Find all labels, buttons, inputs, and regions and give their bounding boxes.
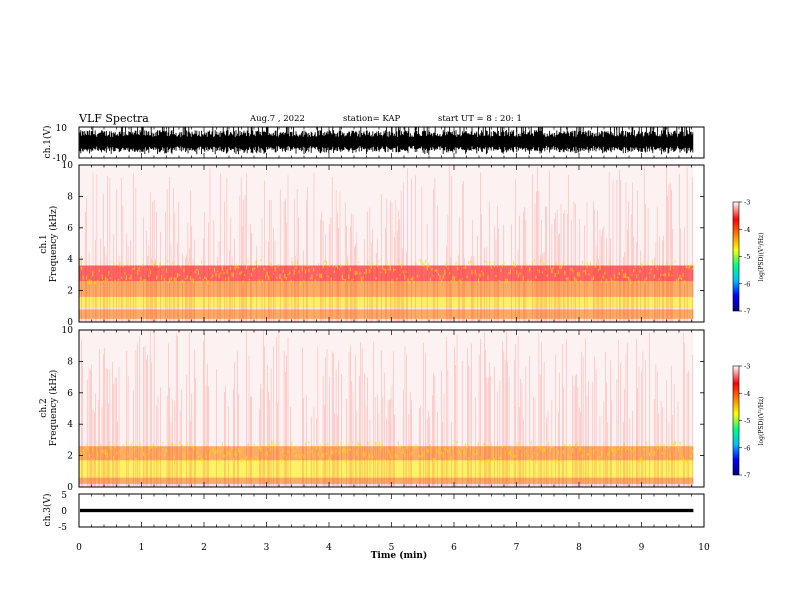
xtick-6: 6 <box>451 543 457 553</box>
ch1-waveform-ticks <box>78 127 705 158</box>
ch1-colorbar-tick--7: -7 <box>744 308 750 316</box>
xtick-10: 10 <box>698 543 710 553</box>
figure-title: VLF Spectra <box>79 112 149 125</box>
xtick-0: 0 <box>76 543 82 553</box>
ch3-waveform-band <box>80 508 694 513</box>
ticks4-marks <box>78 494 705 527</box>
ch2-freq-ytick-0: 0 <box>67 483 73 493</box>
ch1-spec-lowfreq-speckles <box>79 259 694 285</box>
ch1-colorbar <box>732 201 740 312</box>
ticks2-marks <box>78 165 705 322</box>
ch2-colorbar-tick--7: -7 <box>744 472 750 480</box>
ch2-colorbar-tick--3: -3 <box>744 363 750 371</box>
ch2-spec-band-3 <box>79 330 694 447</box>
ch1-freq-ytick-0: 0 <box>67 318 73 328</box>
ch2-spec-streaks <box>81 330 693 487</box>
ch3-waveform-ticks <box>78 494 705 527</box>
ch2-colorbar <box>732 365 740 476</box>
ch1-freq-ytick-8: 8 <box>67 192 73 202</box>
ch2-frequency-tick-labels: 0 2 4 6 8 10 <box>62 326 704 493</box>
ch1-freq-ytick-6: 6 <box>67 224 73 234</box>
ch1-spec-band-2 <box>79 281 694 297</box>
xtick-8: 8 <box>576 543 582 553</box>
xtick-7: 7 <box>514 543 520 553</box>
ch2-spec-band-1 <box>79 460 694 478</box>
ch1-colorbar-tick--5: -5 <box>744 253 750 261</box>
ch2-spectrogram-image <box>79 330 694 487</box>
time-axis-tick-labels: 0 1 2 3 4 5 6 7 8 9 10 <box>76 543 710 553</box>
ch1-freq-ytick-10: 10 <box>62 161 74 171</box>
ch1-colorbar-tick--6: -6 <box>744 280 750 288</box>
ch2-spec-ylabel-channel: ch.2 <box>39 398 49 417</box>
ch1-spec-band-0 <box>79 309 694 319</box>
ticks3-marks <box>78 330 705 487</box>
ch1-freq-ytick-4: 4 <box>67 255 73 265</box>
ch2-colorbar-ticks: -3 -4 -5 -6 -7 <box>739 363 750 480</box>
xtick-4: 4 <box>326 543 332 553</box>
ch1-spec-band-4 <box>79 165 694 266</box>
ch1-waveform-trace <box>79 127 694 155</box>
date-label: Aug.7 , 2022 <box>250 114 305 124</box>
ch2-freq-ytick-8: 8 <box>67 357 73 367</box>
ch3-ytick-bottom: -5 <box>58 523 67 533</box>
xtick-5: 5 <box>389 543 395 553</box>
ch1-freq-ytick-2: 2 <box>67 287 73 297</box>
ch2-spec-lowfreq-speckles <box>79 440 694 465</box>
ch2-spec-band-2 <box>79 446 694 461</box>
ch1-colorbar-tick--4: -4 <box>744 226 750 234</box>
ch1-spec-band-3 <box>79 265 694 282</box>
ch2-freq-ytick-6: 6 <box>67 389 73 399</box>
ch2-colorbar-tick--4: -4 <box>744 390 750 398</box>
ch1-colorbar-ticks: -3 -4 -5 -6 -7 <box>739 199 750 316</box>
ch3-ytick-zero: 0 <box>61 507 67 517</box>
ch3-ylabel: ch.3(V) <box>42 494 53 527</box>
ch3-ytick-top: 5 <box>61 491 67 501</box>
ch1-colorbar-label: log(PSD)(V²/Hz) <box>758 233 765 282</box>
start-time-label: start UT = 8 : 20: 1 <box>438 114 522 124</box>
ch1-ylabel: ch.1(V) <box>42 126 53 159</box>
ch1-waveform-panel: 10 -10 ch.1(V) <box>42 124 705 164</box>
time-axis-label: Time (min) <box>371 550 428 561</box>
ch3-waveform-panel: 5 0 -5 ch.3(V) <box>42 491 705 533</box>
ch1-ytick-bottom: -10 <box>53 154 68 164</box>
ch2-spectrogram-ticks <box>78 330 705 487</box>
ch2-freq-ytick-10: 10 <box>62 326 74 336</box>
station-label: station= KAP <box>343 114 401 124</box>
ch1-spec-band-1 <box>79 296 694 308</box>
xtick-1: 1 <box>139 543 145 553</box>
xtick-2: 2 <box>201 543 207 553</box>
ch2-colorbar-label: log(PSD)(V²/Hz) <box>758 397 765 446</box>
ch2-spec-ylabel-frequency: Frequency (kHz) <box>48 370 59 447</box>
ch1-ytick-top: 10 <box>56 124 68 134</box>
ch1-spec-ylabel-channel: ch.1 <box>39 234 49 253</box>
ch1-spec-ylabel-frequency: Frequency (kHz) <box>48 206 59 283</box>
ch2-freq-ytick-4: 4 <box>67 420 73 430</box>
xtick-9: 9 <box>639 543 645 553</box>
ticks1-marks <box>78 127 705 158</box>
ch2-spec-band-0 <box>79 477 694 484</box>
ch2-freq-ytick-2: 2 <box>67 452 73 462</box>
ch1-colorbar-tick--3: -3 <box>744 199 750 207</box>
ch3-waveform-trace <box>80 508 694 513</box>
xtick-3: 3 <box>264 543 270 553</box>
ch1-frequency-tick-labels: 0 2 4 6 8 10 <box>62 161 704 328</box>
ch1-spectrogram-image <box>79 165 694 322</box>
ch2-colorbar-tick--6: -6 <box>744 444 750 452</box>
ch1-spectrogram-ticks <box>78 165 705 322</box>
ch1-waveform-path <box>79 127 694 155</box>
ch2-colorbar-tick--5: -5 <box>744 417 750 425</box>
